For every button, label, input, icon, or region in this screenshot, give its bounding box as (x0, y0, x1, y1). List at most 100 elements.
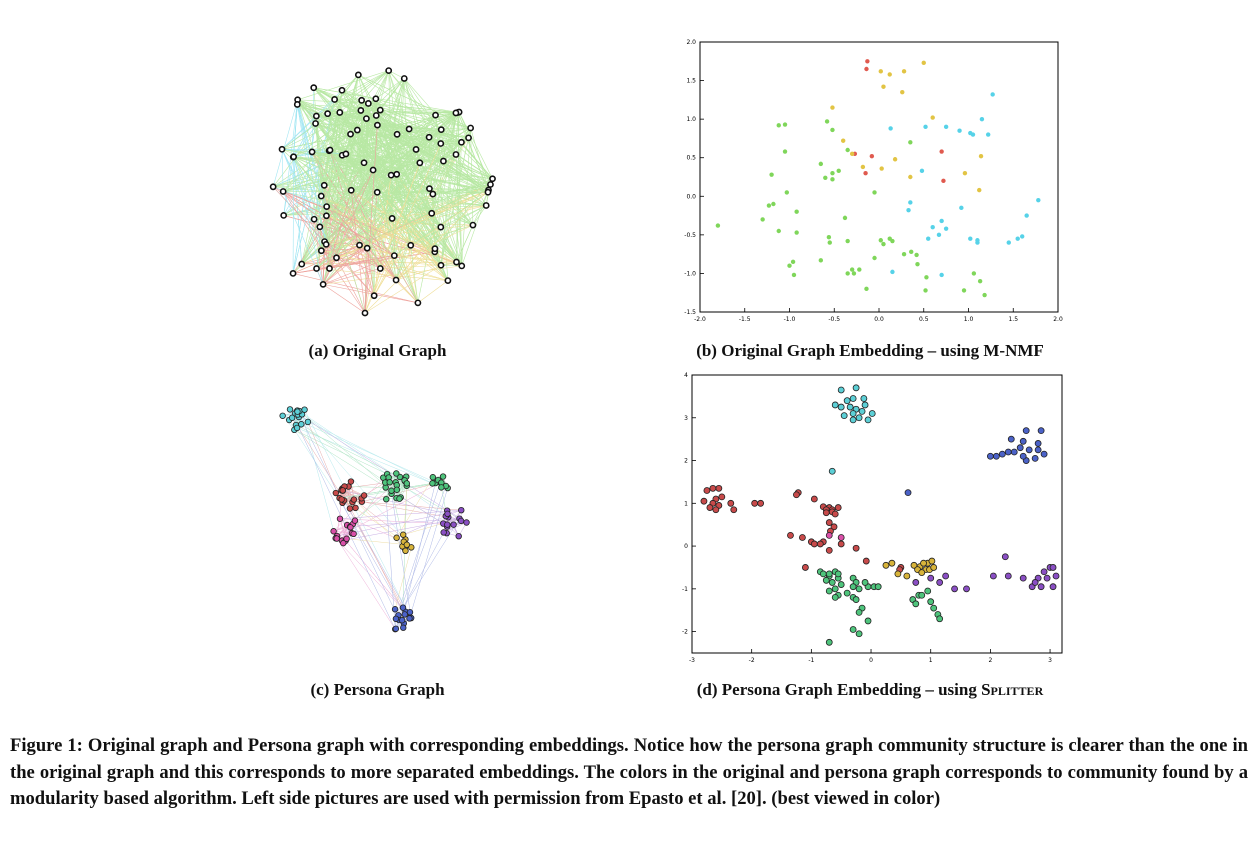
data-point (828, 579, 836, 586)
data-point (918, 569, 926, 576)
data-point (715, 484, 723, 492)
data-point (914, 252, 919, 258)
data-point (1049, 583, 1057, 591)
persona-node (400, 624, 407, 631)
data-point (864, 286, 869, 292)
graph-edge (364, 248, 368, 314)
graph-edge (410, 205, 487, 246)
data-point (849, 410, 857, 417)
data-point (1019, 574, 1027, 582)
graph-edge (403, 78, 474, 226)
graph-node (312, 120, 319, 127)
graph-edge (321, 112, 459, 197)
data-point (787, 263, 792, 268)
graph-edge (394, 174, 398, 256)
persona-node (458, 506, 465, 514)
data-point (861, 401, 869, 409)
data-point (830, 523, 838, 531)
data-point (1004, 448, 1012, 456)
graph-edge (461, 189, 489, 266)
data-point (887, 236, 892, 241)
graph-node (336, 109, 344, 116)
graph-edge (391, 174, 487, 206)
data-point (879, 166, 884, 171)
graph-node (376, 265, 384, 272)
graph-edge (380, 129, 442, 269)
graph-edge (388, 70, 442, 266)
graph-node (269, 183, 277, 191)
data-point (977, 187, 982, 193)
data-point (849, 395, 857, 402)
data-point (936, 615, 944, 623)
graph-edge (281, 149, 284, 192)
data-point (1040, 450, 1048, 458)
graph-edge (325, 169, 374, 245)
graph-node (458, 138, 465, 146)
persona-edge (348, 486, 351, 509)
x-tick-label: 0 (869, 657, 873, 664)
graph-edge (321, 129, 358, 251)
graph-node (374, 121, 381, 129)
graph-edge (327, 113, 368, 249)
graph-edge (282, 70, 389, 192)
data-point (882, 561, 890, 569)
graph-edge (327, 113, 419, 303)
persona-node (403, 480, 411, 487)
persona-node (391, 606, 399, 613)
persona-node (401, 611, 408, 618)
persona-node (393, 470, 400, 477)
data-point (861, 579, 869, 586)
graph-edge (341, 89, 436, 116)
data-point (837, 386, 845, 394)
persona-edge (299, 410, 407, 484)
graph-node (482, 202, 490, 209)
graph-edge (358, 74, 377, 116)
graph-edge (293, 156, 360, 246)
graph-node (376, 106, 384, 114)
data-point (831, 510, 839, 518)
graph-node (437, 140, 445, 147)
persona-edge (335, 538, 411, 618)
graph-node (387, 171, 395, 179)
graph-edge (364, 143, 442, 314)
graph-edge (324, 115, 377, 242)
graph-node (331, 96, 339, 103)
y-tick-label: 2 (684, 458, 688, 465)
graph-edge (339, 70, 389, 113)
graph-edge (327, 113, 377, 116)
caption-d: (d) Persona Graph Embedding – using Spli… (630, 680, 1110, 700)
graph-node (326, 146, 334, 154)
persona-edge (385, 487, 444, 524)
graph-edge (345, 153, 436, 249)
graph-node (279, 188, 287, 195)
graph-edge (368, 103, 459, 113)
data-point (943, 124, 949, 130)
graph-node (405, 125, 413, 133)
data-point (825, 531, 833, 539)
data-point (1025, 446, 1033, 454)
data-point (1040, 568, 1048, 576)
data-point (921, 60, 926, 66)
persona-edge (296, 427, 433, 484)
persona-edges (282, 409, 467, 630)
graph-node (484, 188, 492, 196)
graph-edge (358, 74, 442, 228)
data-point (825, 570, 833, 578)
graph-node (338, 86, 346, 94)
data-point (930, 564, 938, 571)
data-point (818, 161, 824, 167)
data-point (825, 519, 833, 526)
graph-edge (359, 184, 491, 246)
graph-edge (322, 284, 366, 314)
graph-edge (323, 110, 362, 186)
x-tick-label: -1 (808, 657, 814, 664)
persona-edge (395, 482, 441, 619)
graph-edge (315, 123, 491, 185)
caption-a: (a) Original Graph (308, 341, 447, 360)
data-point (864, 416, 872, 424)
data-point (901, 69, 907, 74)
graph-node (370, 292, 378, 300)
graph-node (388, 215, 396, 222)
data-point (852, 384, 860, 392)
graph-edge (380, 109, 471, 129)
